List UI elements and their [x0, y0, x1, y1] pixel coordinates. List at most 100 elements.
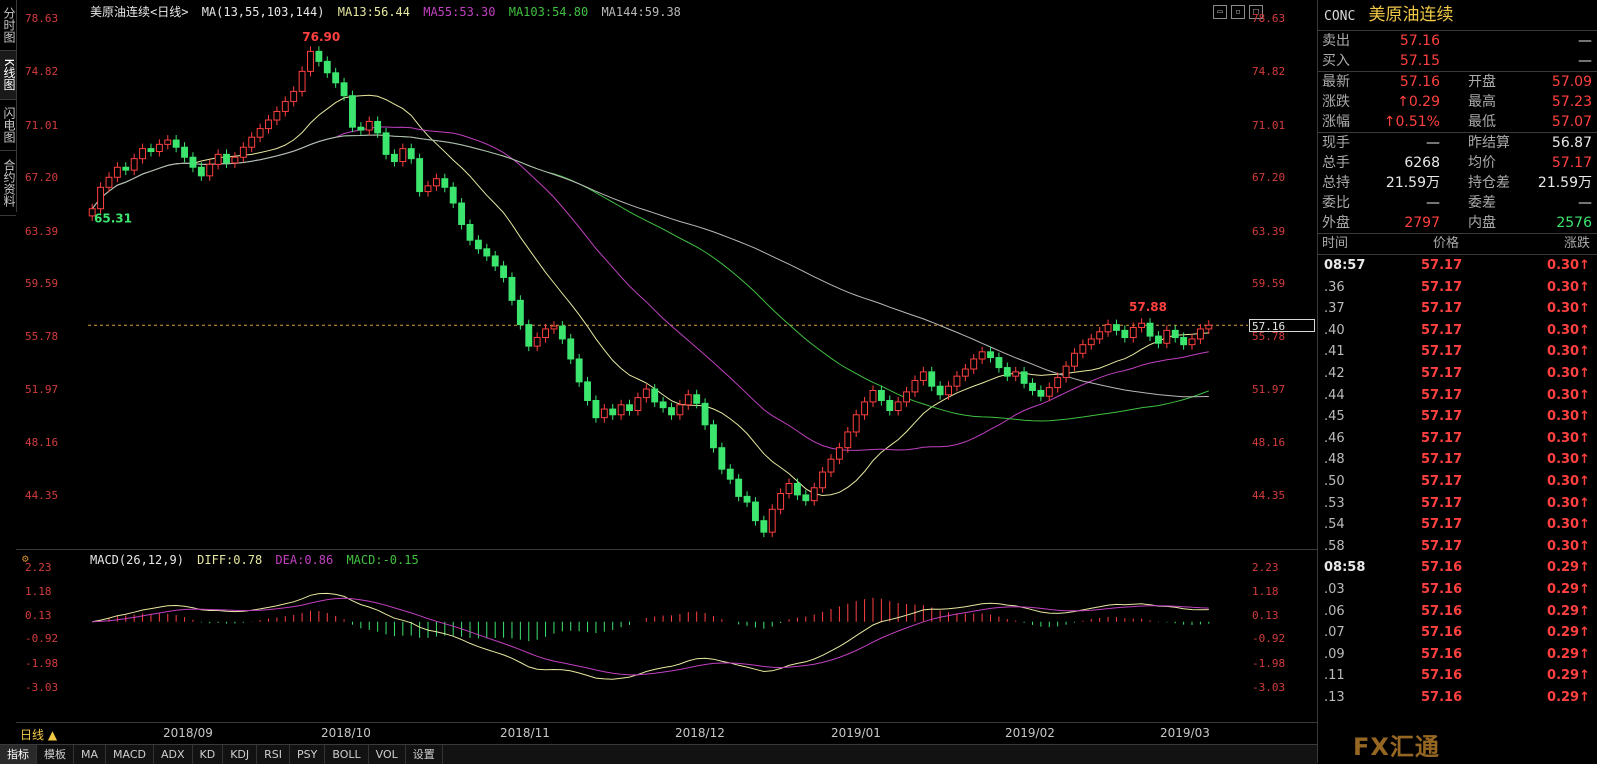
tab-flash[interactable]: 闪电图 — [0, 100, 16, 151]
restore-icon[interactable]: ▭ — [1213, 5, 1227, 19]
candle-body — [88, 208, 96, 217]
tab-contract-info[interactable]: 合约资料 — [0, 151, 16, 216]
candle-body — [852, 414, 860, 433]
quote-value: 57.16 — [1399, 74, 1440, 90]
candle-body — [298, 70, 306, 92]
price-tick: 63.39 — [1252, 225, 1286, 238]
candle-body — [273, 110, 281, 121]
tick-row: .45 57.17 0.30↑ — [1318, 406, 1597, 428]
quote-value: — — [1578, 195, 1592, 211]
tick-change: 0.30↑ — [1547, 387, 1590, 403]
candle-body — [894, 401, 902, 412]
candle-body — [113, 166, 121, 178]
candle-body — [710, 424, 717, 449]
tick-change: 0.30↑ — [1547, 365, 1590, 381]
candle-body — [214, 153, 222, 165]
candle-body — [164, 139, 172, 145]
tab-macd[interactable]: MACD — [106, 745, 154, 764]
candle-body — [525, 324, 533, 347]
macd-chart[interactable] — [88, 565, 1248, 715]
tick-change: 0.29↑ — [1547, 581, 1590, 597]
tick-price: 57.17 — [1421, 495, 1463, 511]
tab-boll[interactable]: BOLL — [325, 745, 369, 764]
period-selector[interactable]: 日线 ▲ — [20, 728, 58, 742]
tab-template[interactable]: 模板 — [37, 745, 74, 764]
quote-row: 涨跌 ↑0.29 最高 57.23 — [1318, 92, 1597, 112]
candle-body — [869, 389, 877, 403]
tick-price: 57.17 — [1421, 387, 1463, 403]
price-tick: 44.35 — [25, 489, 59, 502]
tab-settings[interactable]: 设置 — [406, 745, 443, 764]
tick-time: .46 — [1324, 430, 1345, 446]
start-annotation: 65.31 — [94, 212, 132, 226]
candle-body — [147, 148, 155, 153]
quote-value: 57.15 — [1399, 53, 1440, 69]
tab-adx[interactable]: ADX — [154, 745, 193, 764]
quote-value: 21.59万 — [1537, 175, 1592, 191]
candle-body — [617, 404, 625, 416]
quote-value: 2576 — [1556, 215, 1592, 231]
candle-body — [248, 136, 256, 148]
low-annotation: 42.36 — [762, 540, 800, 542]
candle-body — [819, 471, 827, 489]
candle-body — [390, 153, 398, 163]
price-tick: 67.20 — [25, 171, 59, 184]
price-tick: 78.63 — [1252, 12, 1286, 25]
gear-icon[interactable]: ⚙ — [22, 552, 29, 565]
candle-body — [684, 394, 692, 406]
maximize-icon[interactable]: □ — [1249, 5, 1263, 19]
candle-body — [1104, 324, 1112, 333]
price-tick: 63.39 — [25, 225, 59, 238]
kline-chart[interactable]: 76.90 42.36 65.31 57.88 — [88, 12, 1248, 542]
watermark-logo: FX汇通 — [1353, 733, 1440, 761]
ma-line-0 — [91, 94, 1209, 497]
tick-price: 57.16 — [1421, 668, 1463, 684]
tick-change: 0.30↑ — [1547, 344, 1590, 360]
tick-change: 0.30↑ — [1547, 301, 1590, 317]
candle-body — [239, 146, 247, 158]
tab-psy[interactable]: PSY — [290, 745, 326, 764]
tick-price: 57.16 — [1421, 581, 1463, 597]
candle-body — [861, 401, 869, 416]
quote-label: 委比 — [1322, 195, 1350, 211]
quote-value: 21.59万 — [1385, 175, 1440, 191]
tab-indicator[interactable]: 指标 — [0, 745, 37, 764]
tick-time: .42 — [1324, 365, 1345, 381]
quote-value: — — [1578, 53, 1592, 69]
candle-body — [642, 388, 650, 399]
tab-timeshare[interactable]: 分时图 — [0, 0, 16, 51]
candle-body — [995, 357, 1003, 369]
tab-ma[interactable]: MA — [74, 745, 107, 764]
minimize-icon[interactable]: ▫ — [1231, 5, 1245, 19]
price-tick: 71.01 — [1252, 119, 1286, 132]
macd-tick: 2.23 — [1252, 561, 1279, 574]
candle-body — [793, 482, 801, 496]
candle-body — [500, 265, 508, 278]
quote-value: — — [1426, 135, 1440, 151]
candle-body — [1121, 329, 1129, 339]
candle-body — [323, 60, 331, 74]
candle-body — [701, 402, 709, 426]
tick-row: .44 57.17 0.30↑ — [1318, 385, 1597, 407]
quote-row: 涨幅 ↑0.51% 最低 57.07 — [1318, 112, 1597, 132]
candle-body — [458, 202, 466, 225]
macd-tick: -1.98 — [1252, 657, 1286, 670]
tick-time: .07 — [1324, 625, 1345, 641]
tick-price: 57.17 — [1421, 365, 1463, 381]
macd-tick: 0.13 — [1252, 609, 1279, 622]
tab-rsi[interactable]: RSI — [257, 745, 291, 764]
tab-kdj[interactable]: KDJ — [223, 745, 258, 764]
candle-body — [1054, 377, 1062, 389]
candle-body — [1037, 389, 1045, 397]
tab-vol[interactable]: VOL — [369, 745, 406, 764]
ma-line-2 — [91, 134, 1209, 422]
date-label: 2019/01 — [831, 726, 881, 740]
quote-label: 开盘 — [1468, 74, 1496, 90]
tick-row: 08:57 57.17 0.30↑ — [1318, 255, 1597, 277]
candle-body — [424, 185, 432, 193]
candle-body — [777, 492, 785, 510]
tab-kd[interactable]: KD — [193, 745, 224, 764]
tab-kline[interactable]: K线图 — [0, 51, 16, 100]
candle-body — [760, 520, 768, 533]
candle-body — [349, 95, 356, 128]
